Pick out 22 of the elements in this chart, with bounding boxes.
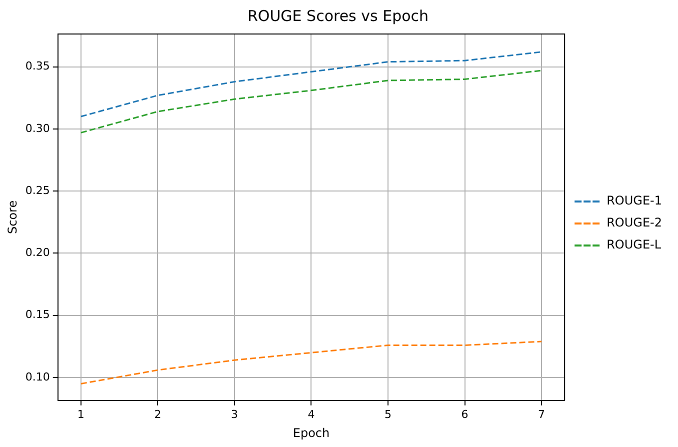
x-axis-title: Epoch	[292, 426, 330, 440]
y-tick-label: 0.35	[25, 60, 50, 73]
y-tick-label: 0.25	[25, 184, 50, 197]
y-axis-title: Score	[5, 200, 20, 234]
y-tick-label: 0.10	[25, 370, 50, 384]
line-series	[80, 51, 542, 118]
line-series	[80, 70, 542, 134]
chart-title: ROUGE Scores vs Epoch	[247, 6, 429, 25]
x-tick-label: 2	[154, 408, 162, 421]
y-tick-label: 0.30	[25, 122, 50, 135]
legend-label: ROUGE-L	[606, 238, 662, 252]
x-tick-label: 3	[230, 408, 238, 421]
x-tick-label: 6	[461, 408, 468, 421]
y-tick-label: 0.15	[25, 308, 50, 322]
line-series	[80, 340, 542, 384]
x-tick-label: 4	[308, 408, 315, 421]
y-tick-label: 0.20	[25, 246, 50, 260]
x-tick-label: 7	[538, 408, 546, 421]
x-tick-label: 1	[77, 408, 84, 421]
legend-label: ROUGE-1	[606, 194, 662, 208]
x-tick-label: 5	[384, 408, 392, 421]
legend-label: ROUGE-2	[606, 216, 662, 230]
